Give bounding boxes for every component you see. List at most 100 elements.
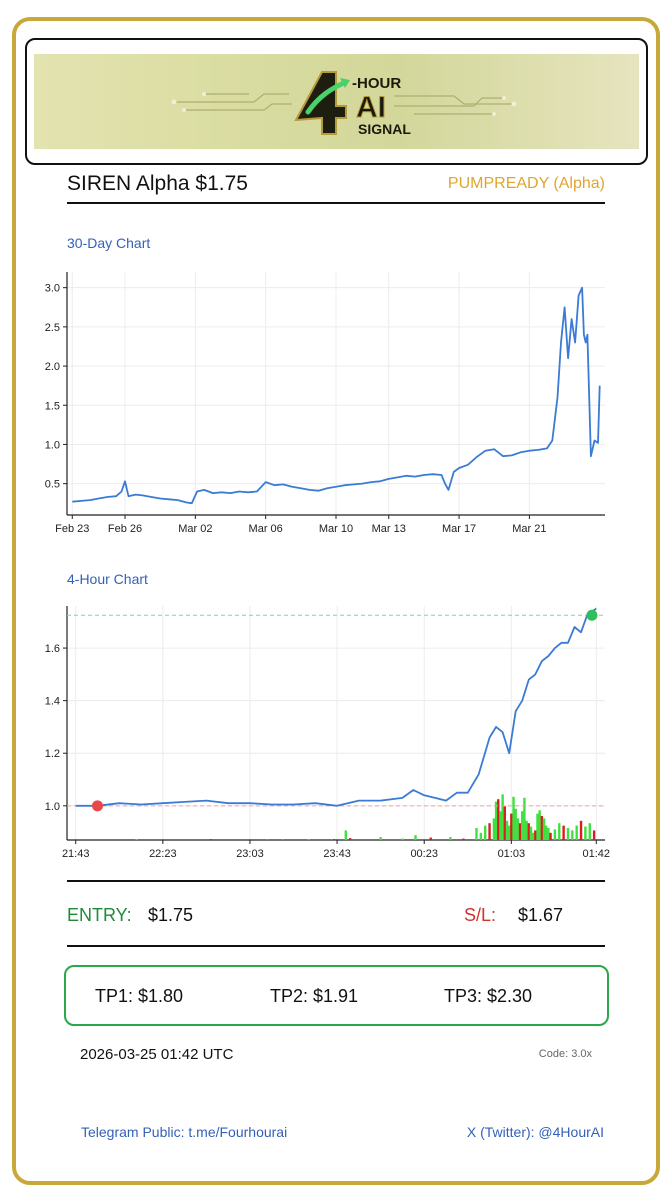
take-profit-box xyxy=(64,965,609,1026)
signal-card xyxy=(12,17,660,1185)
volume-bar xyxy=(307,839,310,840)
volume-bar xyxy=(499,811,502,840)
volume-bar xyxy=(414,835,417,840)
volume-bar xyxy=(348,838,352,840)
volume-bar xyxy=(429,837,432,840)
coin-title: SIREN Alpha $1.75 xyxy=(67,172,248,195)
volume-bar xyxy=(503,806,507,840)
take-profit-2: TP2: $1.91 xyxy=(270,986,359,1006)
volume-bar xyxy=(462,838,465,840)
volume-bar xyxy=(484,825,487,840)
x-tick-label: 23:43 xyxy=(323,848,351,860)
volume-bar xyxy=(571,830,574,840)
volume-bar xyxy=(549,832,552,840)
volume-bar xyxy=(534,830,537,840)
x-tick-label: 00:23 xyxy=(410,848,438,860)
x-tick-label: 01:42 xyxy=(583,848,611,860)
chart-30day: 0.5 1.0 1.5 2.0 2.5 3.0 Feb 23 Feb 26 Mar 02 Mar … xyxy=(45,272,605,535)
logo-four-icon xyxy=(294,71,350,135)
volume-bar xyxy=(566,828,570,840)
volume-bar xyxy=(575,825,578,840)
volume-bar xyxy=(527,823,530,840)
volume-bar xyxy=(488,823,491,840)
y-tick-label: 1.5 xyxy=(45,400,60,412)
volume-bar xyxy=(135,839,138,840)
stop-loss-value: $1.67 xyxy=(518,905,564,925)
take-profit-3: TP3: $2.30 xyxy=(444,986,533,1006)
divider-top xyxy=(67,880,605,882)
volume-bar xyxy=(475,828,478,840)
x-tick-label: Mar 10 xyxy=(319,523,353,535)
volume-bar xyxy=(401,838,404,840)
price-line-30day xyxy=(72,286,601,505)
take-profit-1: TP1: $1.80 xyxy=(95,986,184,1006)
volume-bar xyxy=(494,801,498,840)
volume-bar xyxy=(544,825,548,840)
volume-bar xyxy=(558,823,561,840)
volume-bar xyxy=(501,794,504,840)
x-tick-label: Mar 06 xyxy=(249,523,283,535)
x-tick-label: Mar 21 xyxy=(512,523,546,535)
divider-bottom xyxy=(67,945,605,947)
entry-value: $1.75 xyxy=(148,905,194,925)
current-price-marker xyxy=(586,609,598,621)
y-tick-label: 1.0 xyxy=(45,801,60,813)
volume-bar xyxy=(479,832,483,840)
y-tick-label: 1.0 xyxy=(45,439,60,451)
volume-bar xyxy=(540,816,544,840)
twitter-link[interactable]: X (Twitter): @4HourAI xyxy=(466,1124,604,1140)
entry-marker xyxy=(91,800,103,812)
volume-bar xyxy=(516,818,520,840)
y-tick-label: 2.0 xyxy=(45,361,60,373)
chart-4hour: 1.0 1.2 1.4 1.6 21:43 22:23 23:03 23:43 00:23 01:… xyxy=(45,606,611,860)
y-tick-label: 1.4 xyxy=(45,696,60,708)
volume-bar xyxy=(531,832,535,840)
y-tick-label: 0.5 xyxy=(45,479,60,491)
coin-header: SIREN Alpha $1.75 PUMPREADY (Alpha) xyxy=(67,168,605,204)
signal-tag: PUMPREADY (Alpha) xyxy=(447,175,605,192)
chart-4hour-label: 4-Hour Chart xyxy=(67,571,148,587)
entry-label: ENTRY: xyxy=(67,905,132,925)
x-tick-label: Mar 13 xyxy=(372,523,406,535)
volume-bar xyxy=(525,820,528,840)
svg-text:-HOUR: -HOUR xyxy=(352,75,401,92)
x-tick-label: 01:03 xyxy=(498,848,526,860)
volume-bar xyxy=(505,820,509,840)
volume-bar xyxy=(507,825,511,840)
volume-bar xyxy=(547,828,550,840)
svg-text:SIGNAL: SIGNAL xyxy=(358,121,411,137)
x-tick-label: Feb 26 xyxy=(108,523,142,535)
signal-timestamp: 2026-03-25 01:42 UTC xyxy=(80,1046,234,1063)
volume-bar xyxy=(592,830,596,840)
telegram-link[interactable]: Telegram Public: t.me/Fourhourai xyxy=(81,1124,288,1140)
volume-bar xyxy=(523,797,526,840)
volume-bar xyxy=(584,826,587,840)
x-tick-label: 21:43 xyxy=(62,848,90,860)
logo-graphic: -HOUR AI SIGNAL 4 xyxy=(171,71,517,137)
volume-bar xyxy=(344,830,348,840)
y-tick-label: 2.5 xyxy=(45,322,60,334)
volume-bar xyxy=(332,839,336,840)
volume-bar xyxy=(518,823,522,840)
volume-bar xyxy=(492,818,496,840)
y-tick-label: 1.6 xyxy=(45,643,60,655)
price-line-4hour xyxy=(75,607,597,807)
stop-loss-label: S/L: xyxy=(464,905,497,925)
volume-bar xyxy=(209,839,212,840)
x-tick-label: 23:03 xyxy=(236,848,264,860)
volume-bar xyxy=(497,799,500,840)
volume-bar xyxy=(538,810,541,840)
volume-bar xyxy=(510,813,513,840)
volume-bar xyxy=(529,826,533,840)
x-tick-label: Mar 17 xyxy=(442,523,476,535)
x-tick-label: Mar 02 xyxy=(178,523,212,535)
volume-bar xyxy=(553,829,557,840)
chart-30day-label: 30-Day Chart xyxy=(67,235,151,251)
volume-bar xyxy=(536,813,539,840)
y-tick-label: 3.0 xyxy=(45,283,60,295)
volume-bar xyxy=(512,796,515,840)
volume-bar xyxy=(562,825,565,840)
volume-bar xyxy=(449,837,452,840)
signal-code: Code: 3.0x xyxy=(538,1048,592,1060)
volume-bar xyxy=(521,811,524,840)
